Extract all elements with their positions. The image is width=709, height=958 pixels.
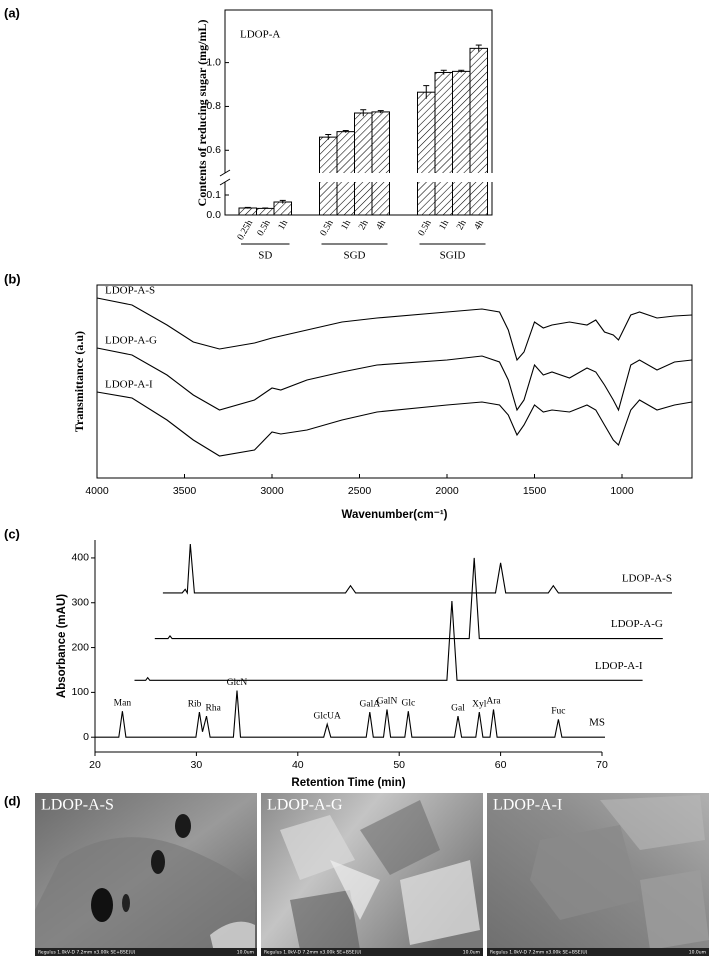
axis-break bbox=[219, 173, 495, 182]
series-label: LDOP-A-I bbox=[595, 660, 643, 672]
bar bbox=[354, 112, 373, 216]
x-tick-label: 0.5h bbox=[256, 218, 273, 238]
bar bbox=[434, 71, 453, 216]
y-tick-label: 200 bbox=[71, 641, 89, 653]
peak-label: Glc bbox=[401, 698, 415, 708]
x-tick-label: 0.25h bbox=[236, 218, 255, 242]
x-tick-label: 1h bbox=[340, 218, 354, 231]
panel-label: (b) bbox=[4, 271, 21, 286]
x-tick-label: 50 bbox=[393, 759, 405, 771]
x-tick-label: 4h bbox=[473, 218, 487, 231]
peak-label: GalA bbox=[360, 699, 381, 709]
y-tick-label: 0 bbox=[83, 731, 89, 743]
annotation: LDOP-A bbox=[240, 29, 280, 41]
y-tick-label: 0.1 bbox=[206, 189, 221, 201]
series-line bbox=[96, 391, 693, 457]
sem-label: LDOP-A-G bbox=[267, 797, 343, 814]
x-tick-label: 60 bbox=[495, 759, 507, 771]
x-tick-label: 40 bbox=[292, 759, 304, 771]
peak-label: GlcUA bbox=[313, 711, 341, 721]
group-label: SGID bbox=[440, 250, 466, 262]
y-tick-label: 300 bbox=[71, 597, 89, 609]
x-tick-label: 3500 bbox=[173, 485, 197, 497]
y-axis-label: Transmittance (a.u) bbox=[72, 331, 86, 432]
sem-info: Regulus 1.0kV-D 7.2mm x3.00k SE+BSE(U) bbox=[38, 950, 136, 956]
y-tick-label: 100 bbox=[71, 686, 89, 698]
sem-info: Regulus 1.0kV-D 7.2mm x3.00k SE+BSE(U) bbox=[490, 950, 588, 956]
series-label: LDOP-A-S bbox=[622, 572, 672, 584]
series-label: LDOP-A-S bbox=[105, 285, 155, 297]
sem-image: Regulus 1.0kV-D 7.2mm x3.00k SE+BSE(U) 1… bbox=[487, 793, 709, 956]
bar bbox=[371, 111, 390, 216]
bar bbox=[469, 47, 488, 216]
sem-info: Regulus 1.0kV-D 7.2mm x3.00k SE+BSE(U) bbox=[264, 950, 362, 956]
peak-label: Gal bbox=[451, 703, 465, 713]
peak-label: Man bbox=[114, 698, 132, 708]
peak-label: GlcN bbox=[227, 678, 248, 688]
plot-frame bbox=[96, 284, 693, 479]
group-label: SD bbox=[258, 250, 272, 262]
series-line bbox=[96, 297, 693, 362]
peak-label: Ara bbox=[486, 697, 501, 707]
y-tick-label: 400 bbox=[71, 552, 89, 564]
series-line bbox=[95, 690, 605, 738]
x-tick-label: 2500 bbox=[348, 485, 372, 497]
break-mark bbox=[219, 178, 231, 186]
break-mark bbox=[219, 169, 231, 177]
peak-label: Rha bbox=[206, 703, 222, 713]
group-label: SGD bbox=[343, 250, 365, 262]
series-label: LDOP-A-G bbox=[611, 618, 663, 630]
series-label: LDOP-A-I bbox=[105, 379, 153, 391]
series-line bbox=[162, 543, 672, 595]
x-tick-label: 20 bbox=[89, 759, 101, 771]
x-tick-label: 2h bbox=[455, 218, 469, 231]
sem-scale: 10.0um bbox=[689, 950, 706, 956]
bar bbox=[452, 70, 471, 216]
y-axis-label: Contents of reducing sugar (mg/mL) bbox=[195, 20, 209, 207]
bar bbox=[417, 91, 436, 216]
peak-label: Xyl bbox=[472, 699, 487, 709]
x-tick-label: 1000 bbox=[610, 485, 634, 497]
x-axis-label: Wavenumber(cm⁻¹) bbox=[342, 509, 448, 521]
peak-label: Rib bbox=[188, 699, 202, 709]
x-tick-label: 3000 bbox=[260, 485, 284, 497]
peak-label: GalN bbox=[377, 697, 398, 707]
series-line bbox=[154, 557, 663, 640]
sem-scale: 10.0um bbox=[237, 950, 254, 956]
bar bbox=[273, 201, 292, 216]
x-tick-label: 30 bbox=[191, 759, 203, 771]
panel-label: (c) bbox=[4, 526, 20, 541]
peak-label: Fuc bbox=[551, 706, 565, 716]
x-tick-label: 0.5h bbox=[417, 218, 434, 238]
series-line bbox=[96, 347, 693, 412]
x-tick-label: 2h bbox=[357, 218, 371, 231]
panel-label: (d) bbox=[4, 793, 21, 808]
sem-image: Regulus 1.0kV-D 7.2mm x3.00k SE+BSE(U) 1… bbox=[35, 793, 257, 956]
series-line bbox=[134, 600, 643, 681]
sem-scale: 10.0um bbox=[463, 950, 480, 956]
x-tick-label: 0.5h bbox=[319, 218, 336, 238]
bar bbox=[238, 207, 257, 216]
series-label: MS bbox=[589, 717, 605, 729]
x-tick-label: 70 bbox=[596, 759, 608, 771]
x-tick-label: 1h bbox=[438, 218, 452, 231]
x-tick-label: 4h bbox=[375, 218, 389, 231]
sem-label: LDOP-A-S bbox=[41, 797, 114, 814]
x-axis-label: Retention Time (min) bbox=[291, 777, 405, 789]
x-tick-label: 4000 bbox=[85, 485, 109, 497]
x-tick-label: 1h bbox=[277, 218, 291, 231]
bar bbox=[256, 207, 275, 216]
y-tick-label: 0.6 bbox=[206, 144, 221, 156]
series-label: LDOP-A-G bbox=[105, 335, 157, 347]
y-tick-label: 1.0 bbox=[206, 56, 221, 68]
sem-image: Regulus 1.0kV-D 7.2mm x3.00k SE+BSE(U) 1… bbox=[261, 793, 483, 956]
sem-label: LDOP-A-I bbox=[493, 797, 562, 814]
y-tick-label: 0.0 bbox=[206, 209, 221, 221]
x-tick-label: 2000 bbox=[435, 485, 459, 497]
y-tick-label: 0.8 bbox=[206, 100, 221, 112]
panel-label: (a) bbox=[4, 5, 20, 20]
y-axis-label: Absorbance (mAU) bbox=[56, 594, 68, 698]
x-tick-label: 1500 bbox=[523, 485, 547, 497]
